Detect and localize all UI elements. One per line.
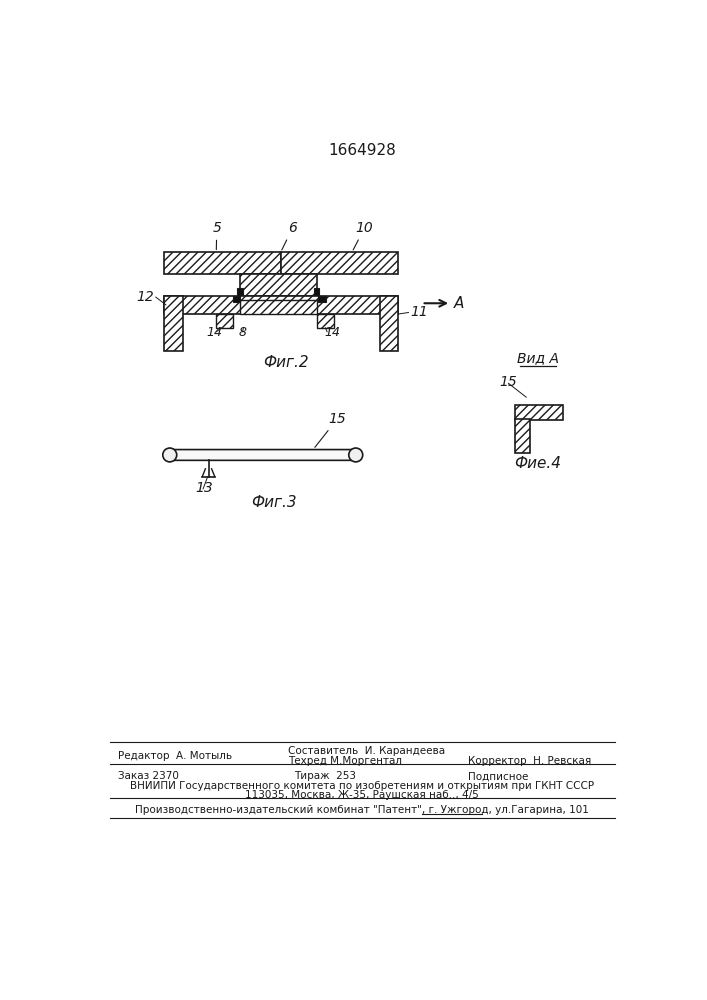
Text: Фиг.3: Фиг.3 bbox=[252, 495, 297, 510]
Text: 1664928: 1664928 bbox=[328, 143, 396, 158]
Bar bbox=[240, 300, 317, 314]
Text: 12: 12 bbox=[136, 290, 154, 304]
Text: Заказ 2370: Заказ 2370 bbox=[118, 771, 179, 781]
Text: Редактор  А. Мотыль: Редактор А. Мотыль bbox=[118, 751, 232, 761]
Text: 14: 14 bbox=[206, 326, 222, 339]
Text: Техред М.Моргентал: Техред М.Моргентал bbox=[288, 756, 402, 766]
Bar bbox=[380, 296, 398, 351]
Text: Производственно-издательский комбинат "Патент", г. Ужгород, ул.Гагарина, 101: Производственно-издательский комбинат "П… bbox=[135, 805, 589, 815]
Text: 6: 6 bbox=[282, 221, 297, 250]
Text: 5: 5 bbox=[212, 221, 221, 250]
Text: Корректор  Н. Ревская: Корректор Н. Ревская bbox=[468, 756, 591, 766]
Bar bbox=[515, 419, 530, 453]
Bar bbox=[164, 252, 281, 274]
Bar bbox=[314, 288, 320, 296]
Text: 11: 11 bbox=[410, 306, 428, 320]
FancyBboxPatch shape bbox=[170, 450, 356, 460]
Text: Фиг.2: Фиг.2 bbox=[263, 355, 309, 370]
Text: Тираж  253: Тираж 253 bbox=[293, 771, 356, 781]
Bar bbox=[216, 314, 233, 328]
Text: Составитель  И. Карандеева: Составитель И. Карандеева bbox=[288, 746, 445, 756]
Text: Вид A: Вид A bbox=[517, 351, 559, 365]
Circle shape bbox=[349, 448, 363, 462]
Bar bbox=[281, 252, 398, 274]
Text: Фие.4: Фие.4 bbox=[515, 456, 561, 471]
Text: 8: 8 bbox=[239, 326, 247, 339]
Bar bbox=[317, 314, 334, 328]
Text: 15: 15 bbox=[315, 412, 346, 447]
Bar bbox=[233, 296, 240, 302]
Circle shape bbox=[163, 448, 177, 462]
Text: Подписное: Подписное bbox=[468, 771, 529, 781]
Text: 10: 10 bbox=[353, 221, 373, 250]
Bar bbox=[164, 296, 398, 314]
Text: 15: 15 bbox=[499, 375, 517, 389]
Bar bbox=[515, 405, 563, 420]
Text: 14: 14 bbox=[325, 326, 341, 339]
Bar bbox=[317, 296, 325, 302]
Text: ВНИИПИ Государственного комитета по изобретениям и открытиям при ГКНТ СССР: ВНИИПИ Государственного комитета по изоб… bbox=[130, 781, 594, 791]
Bar bbox=[164, 296, 183, 351]
Text: 13: 13 bbox=[195, 481, 213, 495]
Bar bbox=[237, 288, 243, 296]
Bar bbox=[240, 274, 317, 296]
Text: A: A bbox=[454, 296, 464, 311]
Text: 113035, Москва, Ж-35, Раушская наб.., 4/5: 113035, Москва, Ж-35, Раушская наб.., 4/… bbox=[245, 790, 479, 800]
